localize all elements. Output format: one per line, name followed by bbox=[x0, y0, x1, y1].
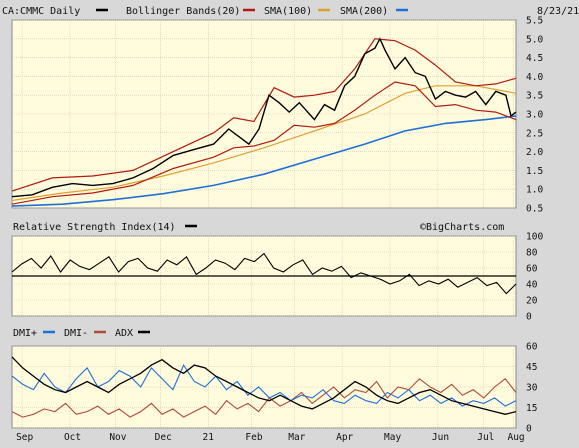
dmi-y-ticks: 60 45 30 15 0 bbox=[526, 342, 538, 435]
price-y-ticks: 5.5 5.0 4.5 4.0 3.5 3.0 2.5 2.0 1.5 1.0 0.5 bbox=[526, 16, 543, 215]
x-tick-label: Jul bbox=[477, 432, 494, 443]
y-tick-label: 20 bbox=[526, 296, 538, 307]
y-tick-label: 45 bbox=[526, 362, 537, 373]
dmi-minus-line bbox=[11, 378, 517, 418]
x-tick-label: Feb bbox=[245, 432, 262, 443]
bollinger-upper-line bbox=[11, 38, 517, 192]
legend-sma200: SMA(200) bbox=[340, 6, 388, 17]
y-tick-label: 1.5 bbox=[526, 166, 543, 177]
y-tick-label: 30 bbox=[526, 383, 538, 394]
y-tick-label: 5.0 bbox=[526, 34, 543, 45]
y-tick-label: 4.5 bbox=[526, 53, 543, 64]
x-tick-label: Apr bbox=[336, 432, 353, 443]
rsi-line bbox=[11, 252, 517, 295]
y-tick-label: 1.0 bbox=[526, 185, 543, 196]
y-tick-label: 80 bbox=[526, 248, 538, 259]
y-tick-label: 2.5 bbox=[526, 128, 543, 139]
price-grid bbox=[12, 19, 516, 209]
y-tick-label: 5.5 bbox=[526, 16, 543, 27]
legend-bollinger: Bollinger Bands(20) bbox=[126, 6, 240, 17]
x-tick-label: Nov bbox=[109, 432, 126, 443]
y-tick-label: 0 bbox=[526, 424, 532, 435]
y-tick-label: 4.0 bbox=[526, 72, 543, 83]
y-tick-label: 15 bbox=[526, 403, 537, 414]
header-date: 8/23/21 bbox=[537, 6, 579, 17]
sma100-line bbox=[11, 85, 517, 202]
price-legend: CA:CMMC Daily Bollinger Bands(20) SMA(10… bbox=[2, 6, 579, 17]
y-tick-label: 60 bbox=[526, 342, 538, 353]
price-lines bbox=[11, 37, 517, 207]
dmi-legend: DMI+ DMI- ADX bbox=[13, 328, 150, 339]
dmi-lines bbox=[11, 356, 517, 418]
adx-line bbox=[11, 356, 517, 415]
legend-adx: ADX bbox=[115, 328, 133, 339]
y-tick-label: 2.0 bbox=[526, 147, 543, 158]
x-tick-label: Mar bbox=[288, 432, 305, 443]
y-tick-label: 3.5 bbox=[526, 91, 543, 102]
y-tick-label: 100 bbox=[526, 232, 543, 243]
x-tick-label: Sep bbox=[16, 432, 33, 443]
watermark: ©BigCharts.com bbox=[420, 222, 504, 233]
price-line bbox=[11, 37, 517, 198]
y-tick-label: 0.5 bbox=[526, 204, 543, 215]
x-tick-label: Dec bbox=[155, 432, 172, 443]
y-tick-label: 0 bbox=[526, 312, 532, 323]
x-tick-label: May bbox=[384, 432, 401, 443]
legend-dmi-plus: DMI+ bbox=[13, 328, 37, 339]
rsi-y-ticks: 100 80 60 40 20 0 bbox=[526, 232, 543, 323]
rsi-lines bbox=[11, 252, 517, 295]
x-tick-label: Oct bbox=[64, 432, 81, 443]
dmi-plus-line bbox=[11, 363, 517, 407]
y-tick-label: 3.0 bbox=[526, 110, 543, 121]
x-tick-label: Jun bbox=[432, 432, 449, 443]
x-tick-label: 21 bbox=[203, 432, 215, 443]
bollinger-lower-line bbox=[11, 81, 517, 205]
y-tick-label: 60 bbox=[526, 264, 538, 275]
y-tick-label: 40 bbox=[526, 280, 538, 291]
legend-ticker: CA:CMMC Daily bbox=[2, 6, 80, 17]
legend-dmi-minus: DMI- bbox=[64, 328, 88, 339]
rsi-title: Relative Strength Index(14) bbox=[13, 222, 176, 233]
sma200-line bbox=[11, 115, 517, 207]
legend-sma100: SMA(100) bbox=[264, 6, 312, 17]
x-axis: Sep Oct Nov Dec 21 Feb Mar Apr May Jun Jul Aug bbox=[16, 432, 525, 443]
x-tick-label: Aug bbox=[507, 432, 524, 443]
